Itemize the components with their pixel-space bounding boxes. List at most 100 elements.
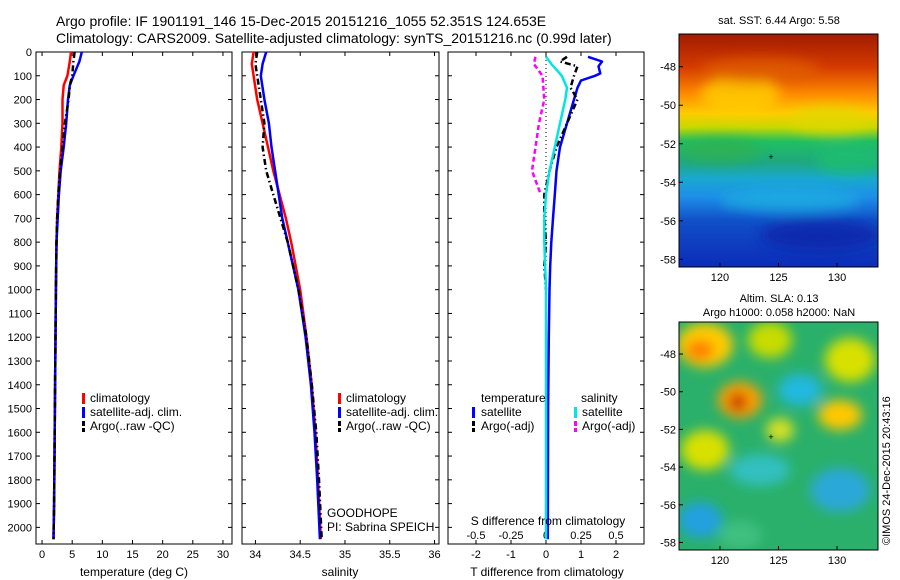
difference-top-tick-label: 0.5 <box>608 530 623 542</box>
temperature-legend: climatology satellite-adj. clim. Argo(..… <box>82 391 182 433</box>
depth-tick-label: 700 <box>14 213 32 225</box>
salinity-xtick-label: 34.5 <box>289 549 310 561</box>
depth-tick-label: 500 <box>14 166 32 178</box>
temperature-xtick-label: 30 <box>217 549 229 561</box>
sst_map-ytick-label: -54 <box>660 177 676 189</box>
salinity-xtick-label: 34 <box>249 549 261 561</box>
difference-xtick-label: 0 <box>543 549 549 561</box>
salinity-xtick-label: 36 <box>428 549 440 561</box>
series-line-temperature-argo-adj- <box>543 55 579 290</box>
sla_map-ytick-label: -56 <box>660 500 676 512</box>
difference-xtick-label: 1 <box>578 549 584 561</box>
imos-credit: ©IMOS 24-Dec-2015 20:43:16 <box>881 396 893 545</box>
temperature-xtick-label: 5 <box>69 549 75 561</box>
legend-swatch-argo-a <box>82 421 85 426</box>
legend-swatch-argo-a <box>338 421 341 426</box>
legend-label-t-satellite: satellite <box>481 405 522 419</box>
temperature-xtick-label: 10 <box>96 549 108 561</box>
sla_map-ytick-label: -52 <box>660 424 676 436</box>
salinity-xtick-label: 35.5 <box>379 549 400 561</box>
legend-label-satellite: satellite-adj. clim. <box>90 405 182 419</box>
sla_map-ytick-label: -54 <box>660 462 676 474</box>
depth-tick-label: 1300 <box>8 356 32 368</box>
sst-map-title: sat. SST: 6.44 Argo: 5.58 <box>718 15 840 27</box>
depth-tick-label: 2000 <box>8 522 32 534</box>
temperature-axes <box>35 51 233 545</box>
temperature-xtick-label: 0 <box>39 549 45 561</box>
difference-top-tick-label: 0.25 <box>570 530 591 542</box>
difference-legend: temperature salinity satellite Argo(-adj… <box>472 391 635 433</box>
depth-tick-label: 800 <box>14 237 32 249</box>
series-line-climatology <box>250 51 323 540</box>
sst_map-ytick-label: -58 <box>660 254 676 266</box>
temperature-xtick-label: 15 <box>126 549 138 561</box>
difference-xtick-label: -1 <box>506 549 516 561</box>
legend-swatch-s-satellite <box>574 407 577 418</box>
sst_map-xtick-label: 120 <box>711 272 729 284</box>
depth-tick-label: 0 <box>26 47 32 59</box>
depth-tick-label: 1200 <box>8 332 32 344</box>
difference-top-tick-label: -0.5 <box>467 530 486 542</box>
legend-swatch-s-argo-a <box>574 421 577 426</box>
legend-header-temperature: temperature <box>481 391 546 405</box>
legend-label-s-argo: Argo(-adj) <box>582 419 635 433</box>
project-annotation: GOODHOPE <box>327 506 398 520</box>
legend-swatch-satellite <box>338 407 341 418</box>
series-line-temperature-satellite <box>546 55 604 540</box>
depth-tick-label: 1000 <box>8 285 32 297</box>
depth-tick-label: 1900 <box>8 499 32 511</box>
sla_map-ytick-label: -48 <box>660 349 676 361</box>
sst_map-ytick-label: -52 <box>660 139 676 151</box>
depth-tick-label: 900 <box>14 261 32 273</box>
salinity-legend: climatology satellite-adj. clim. Argo(..… <box>338 391 438 433</box>
legend-label-argo: Argo(..raw -QC) <box>346 419 431 433</box>
series-line-argo-raw-qc- <box>254 51 323 540</box>
depth-tick-label: 400 <box>14 142 32 154</box>
series-line-satellite-adj-clim- <box>259 51 322 540</box>
difference-xtick-label: -2 <box>471 549 481 561</box>
legend-header-salinity: salinity <box>581 391 618 405</box>
s-difference-label: S difference from climatology <box>471 514 626 528</box>
legend-swatch-argo-b <box>338 428 341 432</box>
legend-label-satellite: satellite-adj. clim. <box>346 405 438 419</box>
depth-tick-label: 1500 <box>8 404 32 416</box>
legend-swatch-s-argo-b <box>574 428 577 432</box>
sst_map-xtick-label: 130 <box>828 272 846 284</box>
legend-swatch-climatology <box>82 393 85 404</box>
depth-tick-label: 1700 <box>8 451 32 463</box>
series-line-salinity-argo-adj- <box>530 56 546 196</box>
sst_map-ytick-label: -48 <box>660 62 676 74</box>
sla_map-xtick-label: 120 <box>711 555 729 567</box>
legend-label-climatology: climatology <box>90 391 150 405</box>
salinity-xlabel: salinity <box>322 565 359 579</box>
legend-label-climatology: climatology <box>346 391 406 405</box>
series-line-satellite-adj-clim- <box>52 51 84 540</box>
sla_map-xtick-label: 125 <box>769 555 787 567</box>
sla_map-ytick-label: -58 <box>660 537 676 549</box>
legend-swatch-t-argo-b <box>472 428 475 432</box>
depth-tick-label: 200 <box>14 95 32 107</box>
plot-title-line2: Climatology: CARS2009. Satellite-adjuste… <box>56 30 612 46</box>
sst_map-ytick-label: -50 <box>660 100 676 112</box>
argo-location-marker-sla: + <box>768 432 773 442</box>
depth-tick-label: 300 <box>14 118 32 130</box>
series-line-salinity-satellite <box>543 56 569 540</box>
series-line-argo-raw-qc- <box>52 51 76 540</box>
depth-tick-label: 1400 <box>8 380 32 392</box>
temperature-xtick-label: 20 <box>157 549 169 561</box>
legend-swatch-argo-b <box>82 428 85 432</box>
pi-annotation: PI: Sabrina SPEICH <box>327 520 434 534</box>
legend-label-s-satellite: satellite <box>582 405 623 419</box>
plot-title-line1: Argo profile: IF 1901191_146 15-Dec-2015… <box>56 13 547 29</box>
salinity-axes <box>241 51 440 545</box>
sla_map-ytick-label: -50 <box>660 387 676 399</box>
sla-map-subtitle: Argo h1000: 0.058 h2000: NaN <box>703 307 855 319</box>
argo-location-marker-sst: + <box>768 152 773 162</box>
depth-tick-label: 600 <box>14 190 32 202</box>
legend-swatch-t-argo-a <box>472 421 475 426</box>
legend-swatch-climatology <box>338 393 341 404</box>
difference-xtick-label: 2 <box>613 549 619 561</box>
depth-tick-label: 1100 <box>8 308 32 320</box>
depth-tick-label: 1600 <box>8 427 32 439</box>
sst_map-xtick-label: 125 <box>769 272 787 284</box>
